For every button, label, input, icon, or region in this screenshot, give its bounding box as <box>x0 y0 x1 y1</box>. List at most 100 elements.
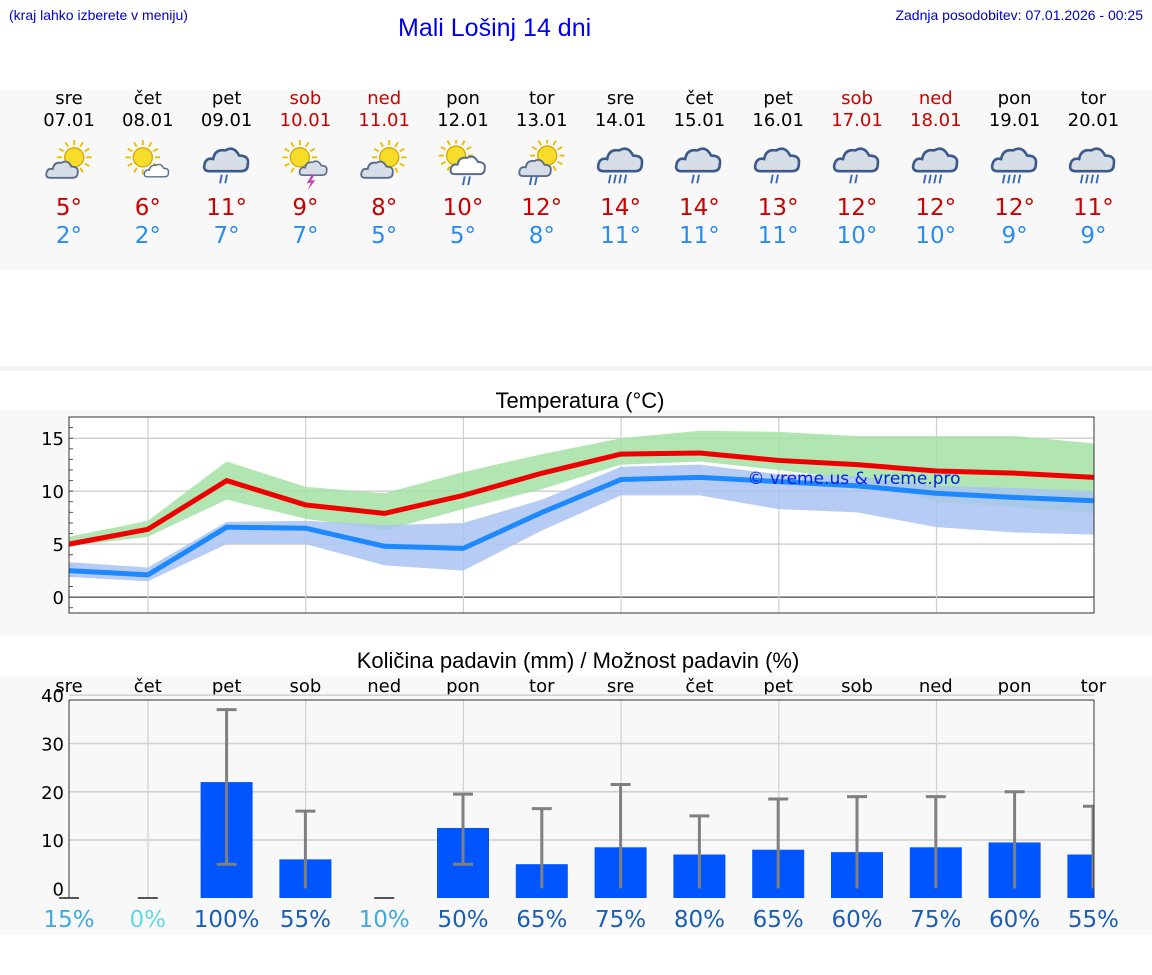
min-temperature: 11° <box>679 223 720 249</box>
min-temperature: 10° <box>915 223 957 249</box>
max-temperature: 10° <box>442 195 484 221</box>
day-name: pon <box>446 88 480 109</box>
cloud-shape <box>832 147 880 173</box>
raindrop-mark <box>1001 174 1006 184</box>
precipitation-probability: 65% <box>516 907 567 933</box>
precipitation-probability: 60% <box>831 907 882 933</box>
cloud-shape <box>990 147 1037 173</box>
day-column: sre 14.01 14° 11° <box>582 88 660 250</box>
max-temperature: 12° <box>521 195 563 221</box>
category-label: sob <box>289 676 321 697</box>
raindrop-mark <box>1011 174 1016 184</box>
category-label: sob <box>841 676 873 697</box>
sun-thunder-icon <box>282 140 329 191</box>
min-temperature: 9° <box>1001 223 1028 249</box>
day-column: čet 08.01 6° 2° <box>109 88 187 250</box>
min-temperature: 2° <box>134 223 161 249</box>
y-tick-label: 0 <box>53 879 64 900</box>
cloud-heavy-rain-icon <box>911 147 959 184</box>
category-label: pet <box>763 676 793 697</box>
min-temperature: 5° <box>371 223 398 249</box>
min-temperature: 10° <box>836 223 878 249</box>
day-column: sre 07.01 5° 2° <box>30 88 108 250</box>
min-temperature: 7° <box>213 223 240 249</box>
y-tick-label: 10 <box>41 831 64 852</box>
day-name: sob <box>841 88 873 109</box>
day-name: čet <box>133 88 162 109</box>
raindrop-mark <box>623 174 627 184</box>
raindrop-mark <box>775 174 780 184</box>
sun-cloud-icon <box>45 140 92 179</box>
day-column: pet 16.01 13° 11° <box>739 88 817 250</box>
temperature-chart-title: Temperatura (°C) <box>496 388 665 413</box>
day-name: sre <box>606 88 635 109</box>
day-date: 09.01 <box>200 110 253 131</box>
y-tick-label: 10 <box>41 482 64 503</box>
temperature-chart: Temperatura (°C) 0 5 10 15 © vreme.us & vreme… <box>41 388 1095 614</box>
y-tick-label: 15 <box>41 429 64 450</box>
cloud-heavy-rain-icon <box>596 147 643 184</box>
cloud-shape <box>911 147 959 173</box>
day-name: pet <box>211 88 242 109</box>
y-tick-label: 20 <box>41 783 64 804</box>
category-label: ned <box>919 676 953 697</box>
max-temperature: 12° <box>836 195 878 221</box>
max-temperature: 12° <box>915 195 957 221</box>
cloud-rain-icon <box>832 147 880 184</box>
precipitation-probability: 80% <box>674 907 725 933</box>
day-name: čet <box>685 88 714 109</box>
min-temperature: 11° <box>757 223 799 249</box>
min-temperature: 11° <box>600 223 641 249</box>
forecast-strip <box>0 90 1152 270</box>
sun-cloud-icon <box>360 140 407 179</box>
cloud-shape <box>360 160 394 179</box>
raindrop-mark <box>1080 174 1084 184</box>
cloud-shape <box>754 147 801 173</box>
raindrop-mark <box>1017 174 1021 184</box>
y-tick-label: 5 <box>53 535 64 556</box>
category-label: sre <box>55 676 82 697</box>
category-label: čet <box>685 676 713 697</box>
precipitation-probability: 75% <box>910 907 961 933</box>
cloud-shape <box>202 147 249 173</box>
page-title: Mali Lošinj 14 dni <box>398 14 592 42</box>
category-label: pet <box>212 676 242 697</box>
min-temperature: 5° <box>449 223 477 249</box>
raindrop-mark <box>612 174 617 184</box>
max-temperature-line <box>68 450 1095 547</box>
min-temperature: 9° <box>1080 223 1107 249</box>
cloud-shape <box>1069 147 1116 173</box>
raindrop-mark <box>927 174 932 184</box>
day-name: pon <box>997 88 1032 109</box>
plot-frame <box>68 416 1095 614</box>
precipitation-bar <box>1067 854 1094 898</box>
day-column: pet 09.01 11° 7° <box>188 88 266 250</box>
cloud-shape <box>449 155 486 176</box>
cloud-shape <box>143 163 170 178</box>
precipitation-probability: 0% <box>130 907 167 933</box>
precipitation-probability: 100% <box>194 907 260 933</box>
watermark: © vreme.us & vreme.pro <box>747 469 960 489</box>
precipitation-chart-title: Količina padavin (mm) / Možnost padavin … <box>357 648 800 673</box>
min-temperature-line <box>68 474 1095 578</box>
y-tick-label: 30 <box>41 734 64 755</box>
precipitation-chart: Količina padavin (mm) / Možnost padavin … <box>41 648 1119 933</box>
raindrop-mark <box>462 176 466 186</box>
category-label: tor <box>529 676 555 697</box>
day-date: 14.01 <box>594 110 647 131</box>
max-temperature: 14° <box>679 195 720 221</box>
day-date: 18.01 <box>910 110 962 131</box>
section-divider <box>0 366 1152 371</box>
day-column: tor 20.01 11° 9° <box>1054 88 1132 250</box>
max-temperature: 11° <box>1073 195 1114 221</box>
y-tick-label: 40 <box>41 686 64 707</box>
day-column: čet 15.01 14° 11° <box>660 88 738 250</box>
precipitation-probability: 55% <box>280 907 331 933</box>
raindrop-mark <box>849 174 853 184</box>
cloud-shape <box>675 147 722 173</box>
raindrop-mark <box>617 174 622 184</box>
day-name: tor <box>529 88 555 109</box>
day-name: ned <box>918 88 953 109</box>
raindrop-mark <box>854 174 858 184</box>
precipitation-probability: 65% <box>753 907 804 933</box>
